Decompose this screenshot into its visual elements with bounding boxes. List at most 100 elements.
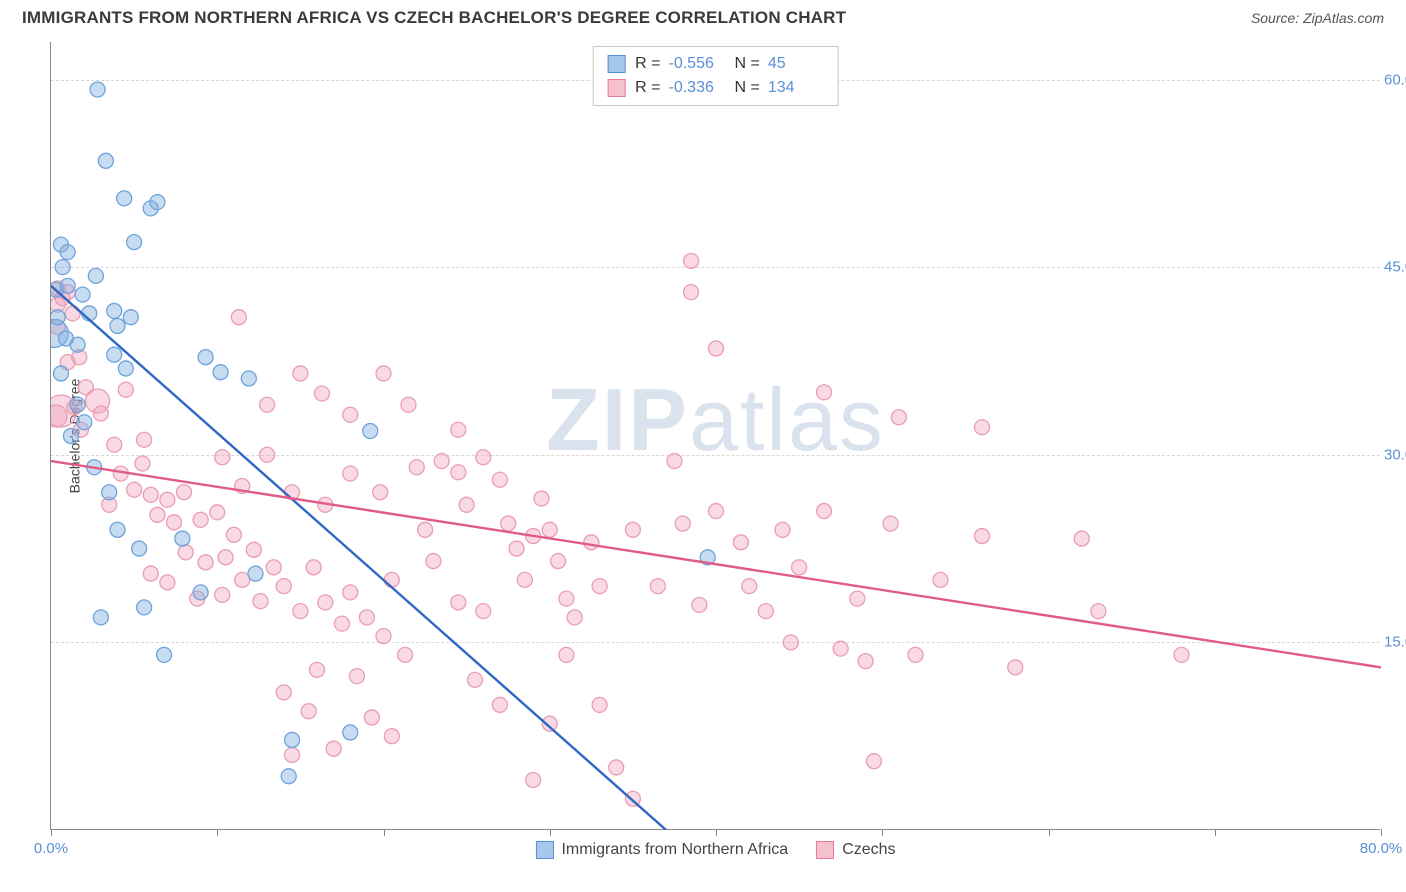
data-point [364,710,379,725]
data-point [110,318,125,333]
data-point [175,531,190,546]
data-point [218,550,233,565]
data-point [193,512,208,527]
data-point [198,555,213,570]
data-point [376,366,391,381]
data-point [93,610,108,625]
data-point [492,697,507,712]
data-point [975,420,990,435]
y-tick-label: 15.0% [1384,634,1406,651]
data-point [318,595,333,610]
x-tick [1215,829,1216,836]
r-value-1: -0.556 [669,52,725,76]
data-point [178,545,193,560]
data-point [783,635,798,650]
data-point [467,672,482,687]
data-point [742,579,757,594]
data-point [306,560,321,575]
data-point [501,516,516,531]
data-point [476,604,491,619]
data-point [215,587,230,602]
data-point [127,235,142,250]
x-tick [550,829,551,836]
data-point [137,432,152,447]
y-tick-label: 30.0% [1384,446,1406,463]
data-point [650,579,665,594]
legend-swatch-2 [816,841,834,859]
legend-item-2: Czechs [816,841,895,859]
data-point [167,515,182,530]
data-point [398,647,413,662]
data-point [210,505,225,520]
data-point [77,415,92,430]
data-point [260,397,275,412]
data-point [775,522,790,537]
data-point [118,382,133,397]
data-point [123,310,138,325]
data-point [343,407,358,422]
data-point [883,516,898,531]
data-point [281,769,296,784]
data-point [160,492,175,507]
data-point [51,310,65,325]
data-point [215,450,230,465]
data-point [177,485,192,500]
data-point [293,604,308,619]
data-point [93,406,108,421]
data-point [118,361,133,376]
data-point [285,747,300,762]
n-value-1: 45 [768,52,824,76]
data-point [107,437,122,452]
data-point [542,522,557,537]
data-point [509,541,524,556]
x-tick [882,829,883,836]
data-point [127,482,142,497]
chart-title: IMMIGRANTS FROM NORTHERN AFRICA VS CZECH… [22,8,846,28]
data-point [107,303,122,318]
x-tick [51,829,52,836]
legend-label-2: Czechs [842,841,895,859]
data-point [559,591,574,606]
data-point [551,554,566,569]
data-point [60,278,75,293]
data-point [359,610,374,625]
data-point [70,337,85,352]
x-min-label: 0.0% [34,840,68,857]
data-point [55,260,70,275]
data-point [226,527,241,542]
data-point [567,610,582,625]
data-point [517,572,532,587]
data-point [276,685,291,700]
data-point [451,465,466,480]
data-point [1008,660,1023,675]
data-point [88,268,103,283]
data-point [492,472,507,487]
data-point [891,410,906,425]
data-point [276,579,291,594]
n-value-2: 134 [768,76,824,100]
data-point [213,365,228,380]
data-point [434,454,449,469]
data-point [198,350,213,365]
data-point [343,725,358,740]
data-point [343,585,358,600]
trend-line [51,461,1381,667]
stats-legend: R = -0.556 N = 45 R = -0.336 N = 134 [592,46,839,106]
data-point [709,504,724,519]
data-point [63,429,78,444]
scatter-svg [51,42,1381,830]
data-point [157,647,172,662]
data-point [534,491,549,506]
data-point [684,285,699,300]
data-point [459,497,474,512]
swatch-series-1 [607,55,625,73]
data-point [592,697,607,712]
data-point [559,647,574,662]
r-value-2: -0.336 [669,76,725,100]
x-max-label: 80.0% [1360,840,1403,857]
data-point [53,366,68,381]
stats-row-1: R = -0.556 N = 45 [607,52,824,76]
data-point [625,522,640,537]
data-point [526,772,541,787]
data-point [246,542,261,557]
